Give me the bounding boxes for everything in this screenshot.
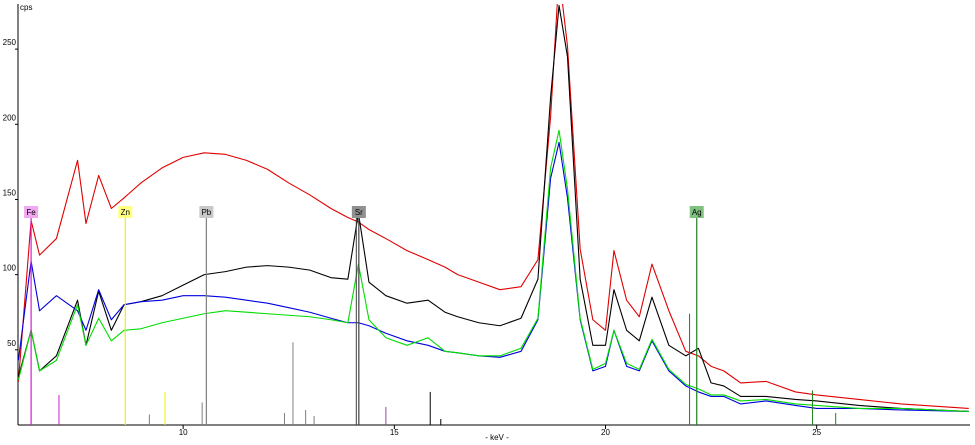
x-tick-label: 20 — [601, 428, 610, 437]
x-tick-label: 15 — [390, 428, 399, 437]
y-tick-label: 100 — [3, 264, 17, 273]
spectrum-line — [18, 4, 969, 413]
y-tick-label: 50 — [7, 339, 16, 348]
element-marker-box — [351, 206, 366, 218]
plot-area — [18, 4, 969, 413]
element-marker-label: Zn — [121, 208, 130, 217]
spectrum-line — [18, 129, 969, 413]
spectrum-line — [18, 141, 969, 413]
element-marker-label: Sr — [355, 208, 363, 217]
x-tick-label: 10 — [179, 428, 188, 437]
x-tick-label: 25 — [812, 428, 821, 437]
y-axis-label: cps — [20, 3, 32, 12]
y-tick-label: 200 — [3, 113, 17, 122]
element-marker-label: Ag — [692, 208, 702, 217]
element-marker-label: Fe — [26, 208, 36, 217]
spectrum-line — [18, 4, 969, 410]
element-marker-box — [24, 206, 39, 218]
element-marker-box — [199, 206, 214, 218]
element-marker-box — [689, 206, 704, 218]
element-marker-label: Pb — [201, 208, 211, 217]
y-tick-label: 150 — [3, 188, 17, 197]
x-axis-label: - keV - — [485, 433, 509, 442]
element-marker-box — [118, 206, 133, 218]
y-tick-label: 250 — [3, 38, 17, 47]
